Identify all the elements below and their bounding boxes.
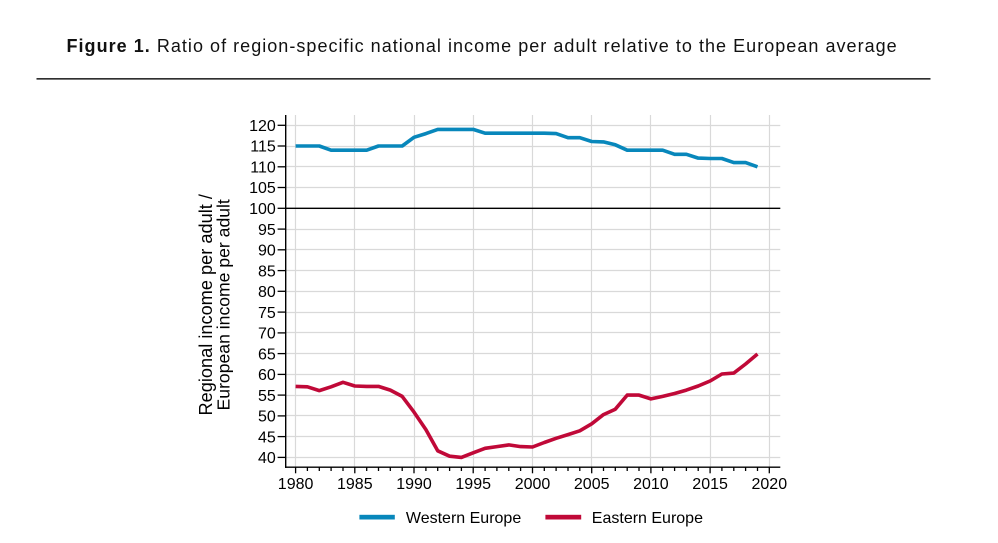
svg-text:1990: 1990 [396, 476, 432, 493]
svg-text:2005: 2005 [574, 476, 610, 493]
svg-text:1995: 1995 [455, 476, 491, 493]
svg-text:70: 70 [258, 326, 276, 343]
svg-text:80: 80 [258, 284, 276, 301]
svg-text:55: 55 [258, 388, 276, 405]
svg-text:Western Europe: Western Europe [406, 510, 521, 527]
svg-text:45: 45 [258, 429, 276, 446]
svg-text:European income per adult: European income per adult [213, 199, 233, 410]
svg-text:115: 115 [250, 139, 276, 156]
svg-text:110: 110 [250, 160, 276, 177]
svg-text:2015: 2015 [692, 476, 728, 493]
svg-text:75: 75 [258, 305, 276, 322]
svg-text:Regional income per adult /: Regional income per adult / [196, 193, 216, 415]
svg-text:40: 40 [258, 450, 276, 467]
svg-text:100: 100 [249, 201, 276, 218]
svg-text:95: 95 [258, 222, 276, 239]
svg-text:Figure 1. Ratio of region-spec: Figure 1. Ratio of region-specific natio… [67, 36, 898, 56]
svg-text:1980: 1980 [278, 476, 314, 493]
svg-text:60: 60 [258, 367, 276, 384]
svg-text:85: 85 [258, 263, 276, 280]
svg-text:50: 50 [258, 409, 276, 426]
svg-text:120: 120 [249, 118, 276, 135]
svg-text:90: 90 [258, 243, 276, 260]
svg-text:65: 65 [258, 346, 276, 363]
svg-text:1985: 1985 [337, 476, 373, 493]
svg-text:105: 105 [249, 180, 276, 197]
svg-text:2010: 2010 [633, 476, 669, 493]
svg-text:2020: 2020 [752, 476, 788, 493]
svg-text:Eastern Europe: Eastern Europe [592, 510, 703, 527]
svg-text:2000: 2000 [515, 476, 551, 493]
